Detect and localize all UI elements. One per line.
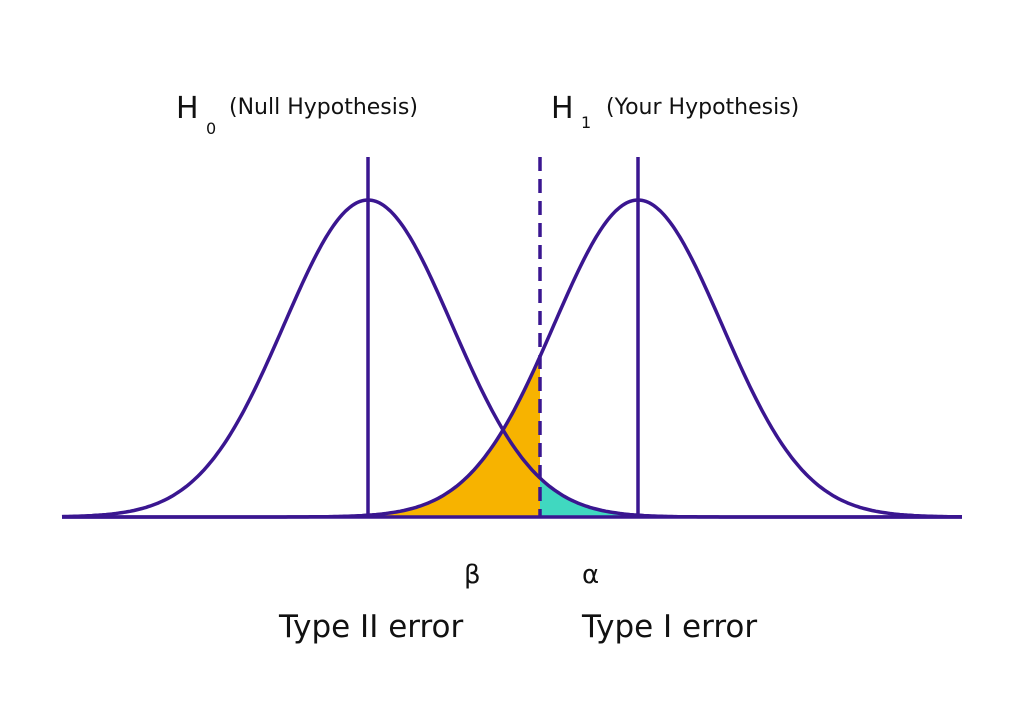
- type-ii-area: [368, 356, 540, 517]
- type-i-label: Type I error: [581, 609, 757, 645]
- h1-subscript: 1: [581, 113, 591, 132]
- h0-label: (Null Hypothesis): [229, 95, 418, 120]
- h0-symbol: H: [176, 91, 199, 126]
- h0-subscript: 0: [206, 119, 216, 138]
- h1-symbol: H: [551, 91, 574, 126]
- beta-symbol: β: [464, 560, 481, 590]
- h1-label: (Your Hypothesis): [606, 95, 799, 120]
- alpha-symbol: α: [582, 560, 599, 590]
- type-i-area: [540, 478, 638, 517]
- type-ii-label: Type II error: [278, 609, 463, 645]
